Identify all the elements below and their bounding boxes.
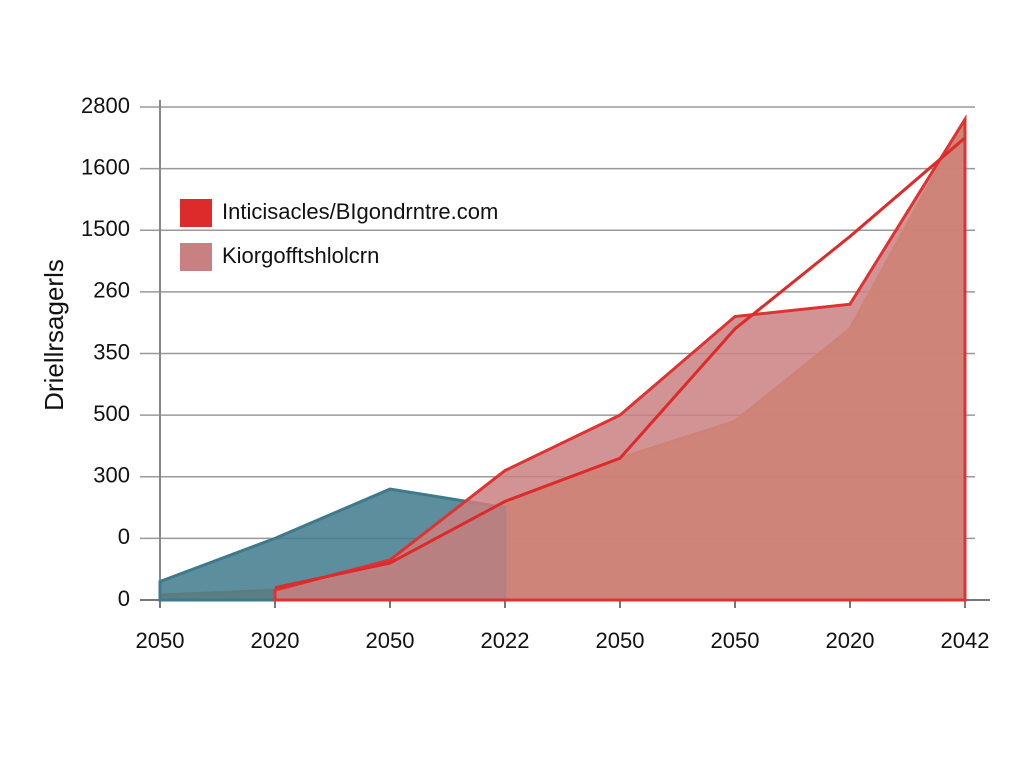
y-tick-label: 2800 bbox=[81, 93, 130, 118]
x-tick-label: 2050 bbox=[596, 628, 645, 653]
y-tick-label: 0 bbox=[118, 524, 130, 549]
x-tick-label: 2022 bbox=[481, 628, 530, 653]
legend-swatch bbox=[180, 243, 212, 271]
legend-label: Inticisacles/BIgondrntre.com bbox=[222, 199, 498, 224]
legend-label: Kiorgofftshlolcrn bbox=[222, 243, 379, 268]
legend-swatch bbox=[180, 199, 212, 227]
line bbox=[274, 136, 966, 590]
x-tick-label: 2050 bbox=[366, 628, 415, 653]
x-tick-label: 2042 bbox=[941, 628, 990, 653]
y-tick-label: 350 bbox=[93, 339, 130, 364]
y-axis-label: Driellrsagerls bbox=[39, 259, 69, 411]
y-tick-label: 260 bbox=[93, 278, 130, 303]
y-tick-label: 300 bbox=[93, 463, 130, 488]
x-tick-label: 2050 bbox=[711, 628, 760, 653]
y-tick-label: 0 bbox=[118, 586, 130, 611]
y-tick-label: 500 bbox=[93, 401, 130, 426]
y-tick-label: 1600 bbox=[81, 154, 130, 179]
x-tick-label: 2050 bbox=[136, 628, 185, 653]
y-tick-label: 1500 bbox=[81, 216, 130, 241]
x-tick-label: 2020 bbox=[251, 628, 300, 653]
x-tick-label: 2020 bbox=[826, 628, 875, 653]
